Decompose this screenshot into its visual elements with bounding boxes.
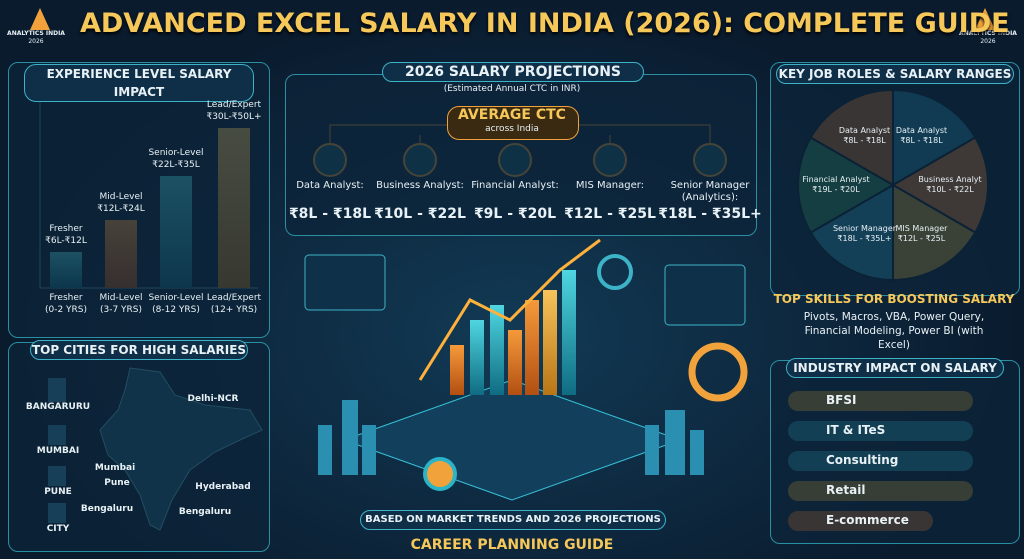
x-label: Mid-Level: [99, 293, 143, 303]
brand: ANALYTICS INDIA: [959, 30, 1017, 37]
gauge: [597, 254, 633, 290]
role-range: ₹8L - ₹18L: [288, 206, 372, 222]
badge-title: AVERAGE CTC: [458, 107, 566, 123]
slice-name: Data Analyst: [838, 125, 891, 135]
panel-title: INDUSTRY IMPACT ON SALARY: [786, 358, 1004, 378]
industry-item: Consulting: [826, 453, 899, 467]
slice-range: ₹8L - ₹18L: [843, 135, 886, 145]
slice-range: ₹19L - ₹20L: [812, 185, 860, 194]
panel-title: 2026 SALARY PROJECTIONS: [382, 62, 644, 82]
skills-title: TOP SKILLS FOR BOOSTING SALARY: [773, 292, 1015, 306]
slice-range: ₹8L - ₹18L: [900, 135, 943, 145]
skills-text: Pivots, Macros, VBA, Power Query, Financ…: [803, 311, 985, 351]
panel: [770, 62, 1020, 296]
role-name: Business Analyst:: [376, 180, 464, 191]
brand: ANALYTICS INDIA: [7, 30, 65, 37]
gauge: [423, 457, 457, 491]
role-name: MIS Manager:: [575, 180, 645, 191]
slice-name: MIS Manager: [895, 224, 948, 234]
map-label: Pune: [104, 478, 130, 488]
map-label: Delhi-NCR: [187, 394, 239, 404]
panel-title: EXPERIENCE LEVEL SALARY IMPACT: [24, 64, 254, 102]
map-label: Hyderabad: [195, 482, 251, 492]
role-range: ₹18L - ₹35L+: [658, 206, 762, 222]
footer-title: CAREER PLANNING GUIDE: [410, 537, 614, 553]
screen: [304, 254, 386, 311]
x-sublabel: (3-7 YRS): [99, 305, 143, 315]
x-label: Fresher: [49, 293, 83, 303]
slice-name: Senior Manager: [832, 224, 897, 234]
footer-note: BASED ON MARKET TRENDS AND 2026 PROJECTI…: [360, 510, 666, 530]
panel: [770, 360, 1020, 544]
slice-range: ₹12L - ₹25L: [897, 234, 946, 244]
x-label: Senior-Level: [148, 293, 204, 303]
role-name: Senior Manager (Analytics):: [670, 180, 750, 203]
logo: [30, 8, 50, 30]
role-name: Financial Analyst:: [471, 180, 559, 191]
city: CITY: [46, 524, 70, 534]
city: PUNE: [44, 487, 72, 497]
x-sublabel: (8-12 YRS): [152, 305, 200, 315]
bar-range: ₹6L-₹12L: [45, 236, 87, 246]
role-range: ₹12L - ₹25L: [564, 206, 656, 222]
slice-range: ₹10L - ₹22L: [926, 185, 974, 194]
x-sublabel: (12+ YRS): [210, 305, 258, 315]
bar-label: Fresher: [49, 224, 83, 234]
x-sublabel: (0-2 YRS): [44, 305, 88, 315]
bar-label: Senior-Level: [148, 148, 204, 158]
role-range: ₹9L - ₹20L: [473, 206, 557, 222]
buildings: [318, 400, 704, 475]
bar-range: ₹30L-₹50L+: [206, 112, 262, 122]
panel: [8, 62, 270, 338]
logo: [975, 8, 995, 30]
bar-label: Lead/Expert: [206, 100, 262, 110]
industry-item: BFSI: [826, 393, 857, 407]
illustration-bars: [418, 238, 601, 395]
industry-item: E-commerce: [826, 513, 909, 527]
city: MUMBAI: [36, 446, 80, 456]
bar-range: ₹22L-₹35L: [152, 160, 200, 170]
role-range: ₹10L - ₹22L: [374, 206, 466, 222]
subtitle: (Estimated Annual CTC in INR): [443, 84, 581, 94]
role-name: Data Analyst:: [296, 180, 364, 191]
slice-name: Data Analyst: [895, 125, 948, 135]
brand-year: 2026: [28, 38, 44, 45]
map-label: Bengaluru: [80, 504, 134, 514]
screen: [664, 264, 746, 326]
map-label: Mumbai: [94, 463, 136, 473]
industry-item: Retail: [826, 483, 866, 497]
title: ADVANCED EXCEL SALARY IN INDIA (2026): C…: [80, 8, 1010, 39]
panel: [8, 342, 270, 552]
bar-label: Mid-Level: [99, 192, 143, 202]
gauge: [688, 342, 748, 402]
map-label: Bengaluru: [178, 507, 232, 517]
slice-range: ₹18L - ₹35L+: [837, 234, 892, 244]
slice-name: Business Analyt: [918, 175, 982, 184]
industry-item: IT & ITeS: [826, 423, 886, 437]
slice-name: Financial Analyst: [802, 175, 870, 184]
panel-title: TOP CITIES FOR HIGH SALARIES: [30, 340, 248, 360]
panel-title: KEY JOB ROLES & SALARY RANGES: [776, 64, 1014, 84]
platform: [342, 379, 682, 501]
bar-range: ₹12L-₹24L: [97, 204, 145, 214]
x-label: Lead/Expert: [206, 293, 262, 303]
badge-subtitle: across India: [485, 124, 539, 134]
badge: [447, 106, 579, 140]
brand-year: 2026: [980, 38, 996, 45]
city: BANGARURU: [25, 402, 91, 412]
